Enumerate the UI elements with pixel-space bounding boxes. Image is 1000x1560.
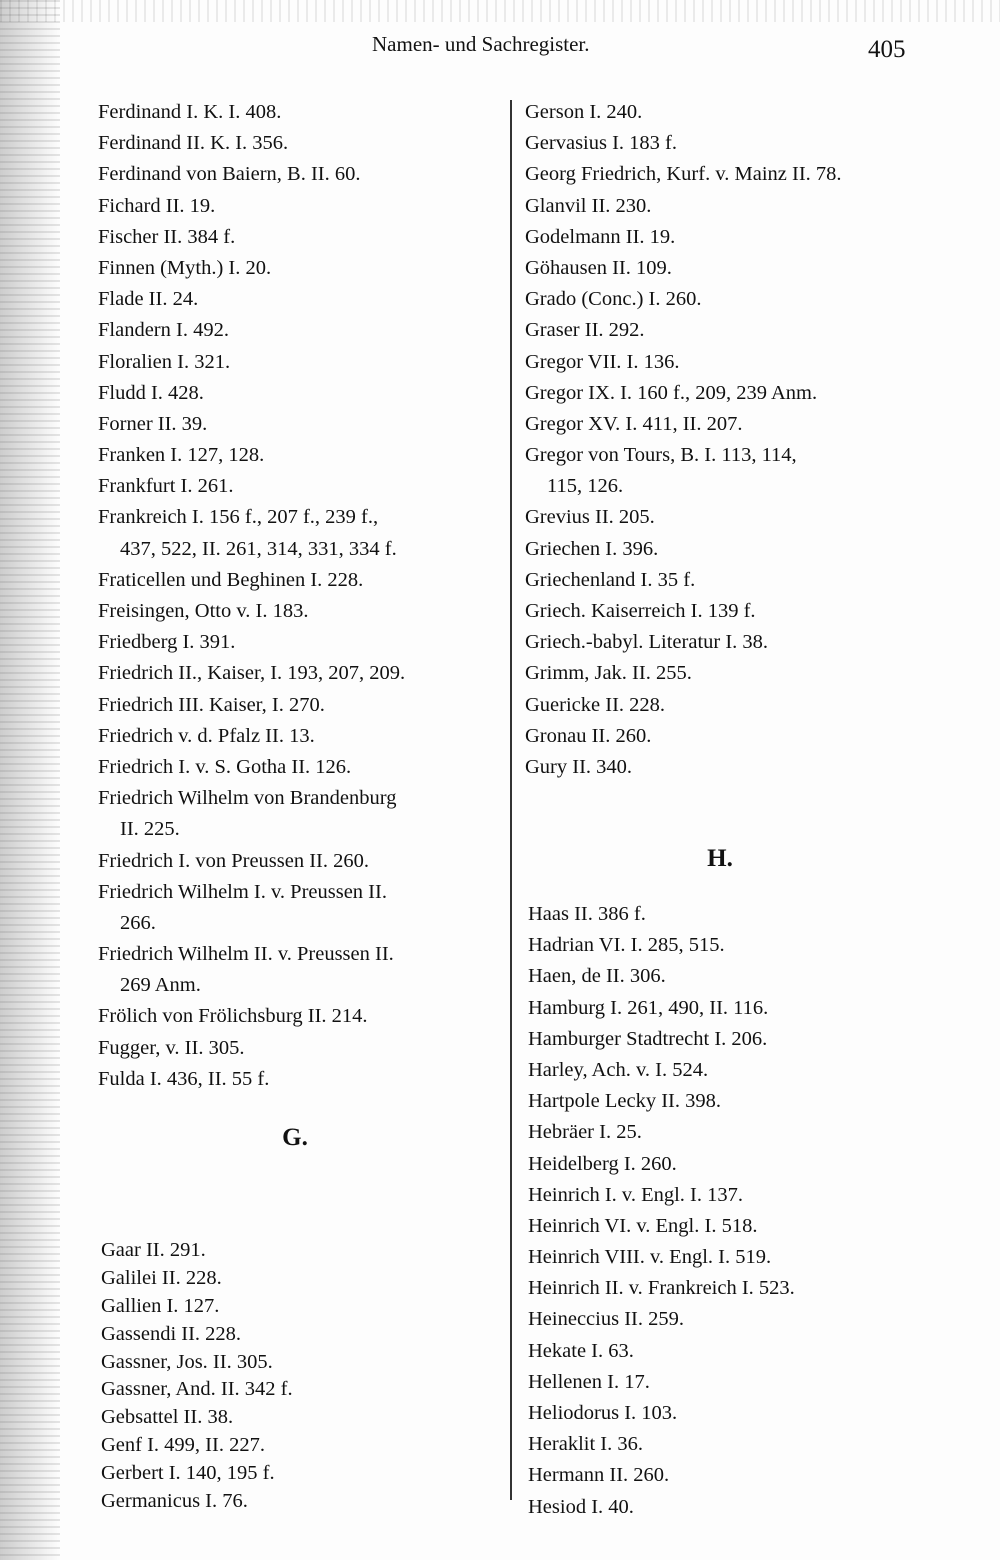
index-entry: Griechenland I. 35 f.	[525, 568, 696, 591]
section-heading-g: G.	[282, 1124, 308, 1151]
index-entry: Gassner, Jos. II. 305.	[101, 1350, 273, 1373]
index-entry: Griech.-babyl. Literatur I. 38.	[525, 631, 769, 654]
left-column-f-entries: Ferdinand I. K. I. 408. Ferdinand II. K. …	[98, 97, 405, 1095]
index-entry: Graser II. 292.	[525, 319, 645, 342]
index-entry: Heraklit I. 36.	[528, 1433, 643, 1456]
index-entry: Fraticellen und Beghinen I. 228.	[98, 568, 364, 591]
index-entry: Hadrian VI. I. 285, 515.	[528, 934, 725, 957]
index-entry: Gregor von Tours, B. I. 113, 114,	[525, 444, 797, 467]
index-entry: Gregor IX. I. 160 f., 209, 239 Anm.	[525, 381, 818, 404]
index-entry: Heinrich I. v. Engl. I. 137.	[528, 1183, 744, 1206]
index-entry-continuation: 437, 522, II. 261, 314, 331, 334 f.	[120, 537, 397, 560]
index-entry: Friedrich Wilhelm I. v. Preussen II.	[98, 880, 387, 903]
index-entry: Hermann II. 260.	[528, 1464, 670, 1487]
index-entry-continuation: II. 225.	[120, 818, 180, 841]
running-title: Namen- und Sachregister.	[372, 32, 590, 56]
index-entry: Friedrich III. Kaiser, I. 270.	[98, 693, 325, 716]
index-entry: Heidelberg I. 260.	[528, 1152, 677, 1175]
index-entry: Fischer II. 384 f.	[98, 225, 236, 248]
index-entry: Guericke II. 228.	[525, 693, 666, 716]
index-entry: Hamburger Stadtrecht I. 206.	[528, 1027, 768, 1050]
section-heading-h: H.	[707, 845, 733, 872]
index-entry: Friedrich I. v. S. Gotha II. 126.	[98, 755, 352, 778]
index-entry: Georg Friedrich, Kurf. v. Mainz II. 78.	[525, 163, 842, 186]
index-entry: Gronau II. 260.	[525, 724, 652, 747]
index-entry: Frölich von Frölichsburg II. 214.	[98, 1005, 368, 1028]
page-header: Namen- und Sachregister. 405	[0, 32, 1000, 63]
index-entry: Gregor VII. I. 136.	[525, 350, 680, 373]
index-entry: Hellenen I. 17.	[528, 1370, 650, 1393]
index-entry: Haas II. 386 f.	[528, 903, 646, 925]
index-entry: Glanvil II. 230.	[525, 194, 652, 217]
left-column-g-entries: Gaar II. 291. Galilei II. 228. Gallien I. …	[101, 1237, 293, 1516]
index-entry: Gebsattel II. 38.	[101, 1406, 234, 1429]
index-entry: Griechen I. 396.	[525, 537, 659, 560]
index-entry: Gassner, And. II. 342 f.	[101, 1378, 293, 1401]
index-entry: Haen, de II. 306.	[528, 965, 666, 988]
index-entry: Ferdinand von Baiern, B. II. 60.	[98, 163, 361, 186]
index-entry: Friedberg I. 391.	[98, 631, 236, 654]
index-entry: Frankfurt I. 261.	[98, 475, 234, 498]
index-entry: Gervasius I. 183 f.	[525, 132, 678, 155]
index-entry-continuation: 269 Anm.	[120, 974, 201, 997]
index-entry: Gury II. 340.	[525, 755, 633, 778]
index-entry: Ferdinand I. K. I. 408.	[98, 101, 282, 123]
scan-edge-noise	[0, 0, 60, 1560]
index-entry: Heinrich VIII. v. Engl. I. 519.	[528, 1246, 772, 1269]
index-entry: Heliodorus I. 103.	[528, 1402, 678, 1424]
index-entry: Friedrich v. d. Pfalz II. 13.	[98, 724, 315, 747]
index-entry: Fichard II. 19.	[98, 194, 216, 217]
page-number: 405	[868, 36, 906, 63]
index-entry: Flandern I. 492.	[98, 319, 229, 342]
index-entry: Floralien I. 321.	[98, 350, 231, 373]
index-entry: Fugger, v. II. 305.	[98, 1036, 245, 1059]
index-entry: Franken I. 127, 128.	[98, 444, 265, 467]
index-entry: Hartpole Lecky II. 398.	[528, 1090, 721, 1113]
index-entry: Heineccius II. 259.	[528, 1308, 684, 1331]
index-entry: Friedrich I. von Preussen II. 260.	[98, 849, 370, 872]
index-entry: Grevius II. 205.	[525, 506, 655, 529]
index-entry: Ferdinand II. K. I. 356.	[98, 132, 289, 155]
index-entry: Grimm, Jak. II. 255.	[525, 662, 692, 685]
right-column-h-entries: Haas II. 386 f. Hadrian VI. I. 285, 515. H…	[528, 899, 795, 1523]
index-entry: Heinrich VI. v. Engl. I. 518.	[528, 1214, 758, 1237]
index-entry: Finnen (Myth.) I. 20.	[98, 256, 272, 279]
index-entry: Hesiod I. 40.	[528, 1495, 634, 1518]
index-entry: Gerson I. 240.	[525, 101, 643, 123]
index-entry-continuation: 266.	[120, 911, 156, 934]
index-entry: Freisingen, Otto v. I. 183.	[98, 600, 309, 622]
index-entry: Friedrich Wilhelm von Brandenburg	[98, 787, 397, 810]
index-entry: Friedrich Wilhelm II. v. Preussen II.	[98, 943, 394, 966]
index-entry: Flade II. 24.	[98, 288, 199, 311]
index-entry: Godelmann II. 19.	[525, 225, 676, 248]
index-entry: Göhausen II. 109.	[525, 256, 672, 279]
index-entry: Hekate I. 63.	[528, 1339, 634, 1362]
index-entry: Frankreich I. 156 f., 207 f., 239 f.,	[98, 506, 379, 529]
index-entry: Harley, Ach. v. I. 524.	[528, 1058, 709, 1081]
column-divider	[510, 100, 512, 1500]
index-entry: Gassendi II. 228.	[101, 1322, 242, 1345]
index-entry: Gaar II. 291.	[101, 1239, 206, 1261]
right-column-g-entries: Gerson I. 240. Gervasius I. 183 f. Georg F…	[525, 97, 842, 783]
index-entry: Gregor XV. I. 411, II. 207.	[525, 412, 743, 435]
index-entry: Fludd I. 428.	[98, 381, 204, 404]
index-entry: Fulda I. 436, II. 55 f.	[98, 1067, 270, 1090]
index-entry: Friedrich II., Kaiser, I. 193, 207, 209.	[98, 662, 406, 685]
index-entry: Hamburg I. 261, 490, II. 116.	[528, 996, 769, 1019]
index-entry: Gallien I. 127.	[101, 1294, 220, 1317]
index-entry: Grado (Conc.) I. 260.	[525, 288, 702, 311]
index-entry: Galilei II. 228.	[101, 1266, 222, 1289]
index-entry: Genf I. 499, II. 227.	[101, 1434, 265, 1457]
index-entry: Heinrich II. v. Frankreich I. 523.	[528, 1277, 795, 1300]
index-entry: Gerbert I. 140, 195 f.	[101, 1462, 275, 1485]
index-entry: Griech. Kaiserreich I. 139 f.	[525, 600, 756, 622]
index-entry: Forner II. 39.	[98, 412, 208, 435]
index-entry-continuation: 115, 126.	[547, 475, 624, 498]
scan-top-noise	[0, 0, 1000, 22]
index-entry: Hebräer I. 25.	[528, 1121, 642, 1144]
index-entry: Germanicus I. 76.	[101, 1490, 248, 1513]
